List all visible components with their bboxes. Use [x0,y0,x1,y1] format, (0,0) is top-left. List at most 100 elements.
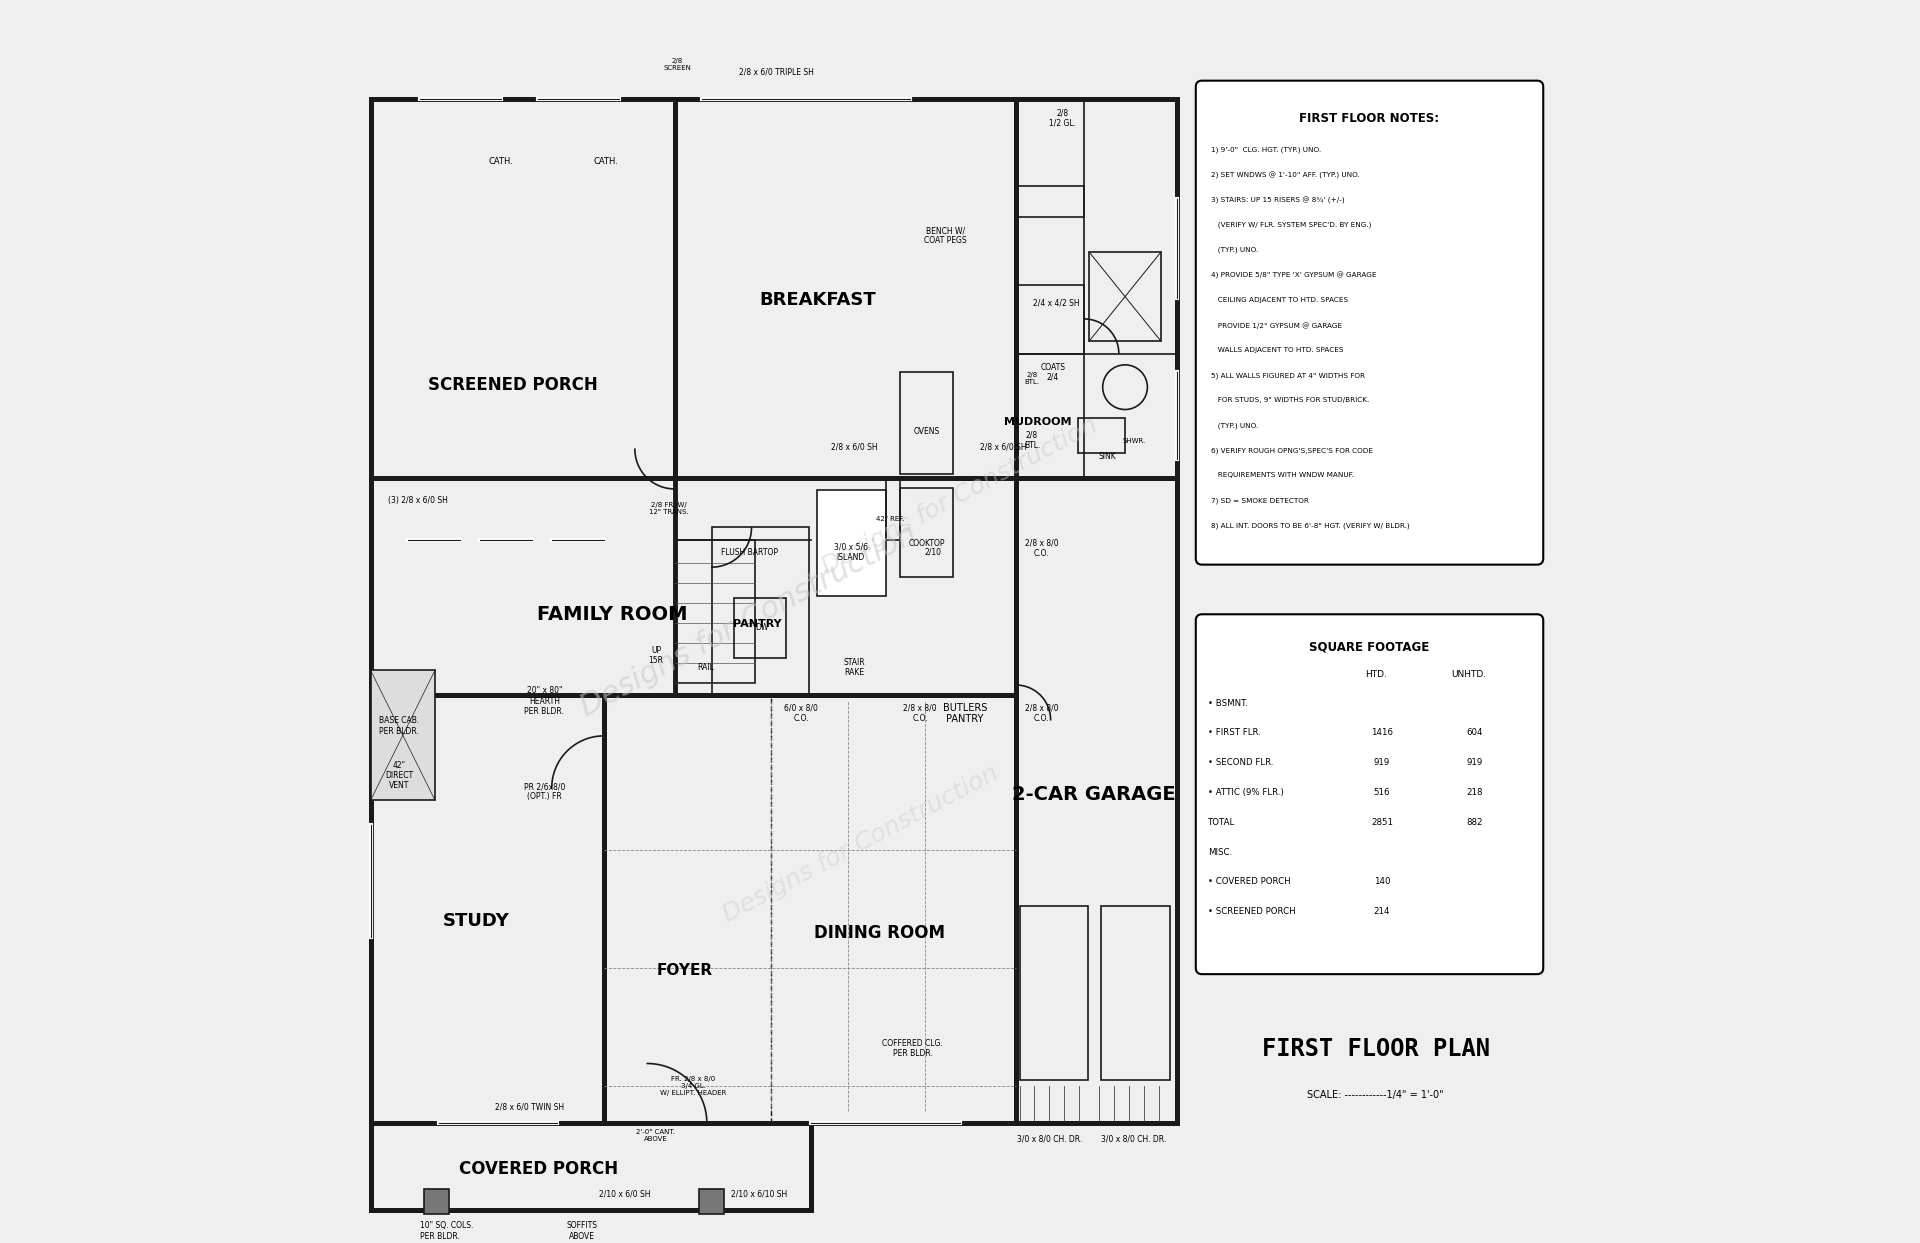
Text: • SCREENED PORCH: • SCREENED PORCH [1208,907,1296,916]
Text: 2/8 x 8/0
C.O.: 2/8 x 8/0 C.O. [1025,538,1058,558]
Text: COFFERED CLG.
PER BLDR.: COFFERED CLG. PER BLDR. [883,1039,943,1058]
Text: Designs for Construction: Designs for Construction [818,414,1102,579]
Text: 218: 218 [1467,788,1484,797]
Text: Designs for Construction: Designs for Construction [718,761,1002,927]
Bar [371,477,1177,962]
Text: 2/10 x 6/0 SH: 2/10 x 6/0 SH [599,1190,651,1198]
Bar [605,695,1016,1124]
Text: 919: 919 [1467,758,1482,767]
Bar [1102,906,1169,1080]
Text: 882: 882 [1467,818,1484,827]
Text: 1) 9'-0"  CLG. HGT. (TYP.) UNO.: 1) 9'-0" CLG. HGT. (TYP.) UNO. [1212,147,1321,153]
Text: 42" REF.: 42" REF. [876,516,904,522]
Text: 2/8
BTL.: 2/8 BTL. [1025,372,1039,385]
Text: SCALE: ------------1/4" = 1'-0": SCALE: ------------1/4" = 1'-0" [1308,1090,1444,1100]
Bar [1089,252,1162,342]
Text: 2/10 x 6/10 SH: 2/10 x 6/10 SH [732,1190,787,1198]
Bar [424,1188,449,1213]
Text: (TYP.) UNO.: (TYP.) UNO. [1212,246,1258,254]
Text: FIRST FLOOR NOTES:: FIRST FLOOR NOTES: [1300,112,1440,124]
Text: • ATTIC (9% FLR.): • ATTIC (9% FLR.) [1208,788,1284,797]
Text: OVENS: OVENS [914,428,939,436]
Text: MISC.: MISC. [1208,848,1233,856]
Text: CATH.: CATH. [593,157,618,165]
Text: 5) ALL WALLS FIGURED AT 4" WIDTHS FOR: 5) ALL WALLS FIGURED AT 4" WIDTHS FOR [1212,372,1365,379]
Text: PR 2/6x8/0
(OPT.) FR: PR 2/6x8/0 (OPT.) FR [524,782,564,802]
Bar [371,695,605,1124]
Text: 2/8 x 8/0
C.O.: 2/8 x 8/0 C.O. [904,704,937,723]
Text: (3) 2/8 x 6/0 SH: (3) 2/8 x 6/0 SH [388,496,447,505]
Text: • FIRST FLR.: • FIRST FLR. [1208,728,1261,737]
Text: BASE CAB.
PER BLDR.: BASE CAB. PER BLDR. [378,716,419,736]
Text: DINING ROOM: DINING ROOM [814,925,945,942]
Text: 604: 604 [1467,728,1484,737]
Text: 7) SD = SMOKE DETECTOR: 7) SD = SMOKE DETECTOR [1212,497,1309,503]
Text: PANTRY: PANTRY [733,619,781,629]
Text: 3/0 x 5/6
ISLAND: 3/0 x 5/6 ISLAND [833,542,868,562]
Text: 42"
DIRECT
VENT: 42" DIRECT VENT [386,761,413,791]
Text: DW: DW [755,624,768,633]
Text: FOYER: FOYER [657,963,712,978]
Text: SCREENED PORCH: SCREENED PORCH [428,375,599,394]
Text: 919: 919 [1375,758,1390,767]
Text: RAIL: RAIL [697,663,714,672]
Text: FOR STUDS, 9" WIDTHS FOR STUD/BRICK.: FOR STUDS, 9" WIDTHS FOR STUD/BRICK. [1212,397,1369,403]
Text: 2/8 x 6/0 TWIN SH: 2/8 x 6/0 TWIN SH [495,1103,564,1111]
Bar [929,695,1016,745]
Text: 6) VERIFY ROUGH OPNG'S,SPEC'S FOR CODE: 6) VERIFY ROUGH OPNG'S,SPEC'S FOR CODE [1212,447,1373,454]
Text: 6/0 x 8/0
C.O.: 6/0 x 8/0 C.O. [783,704,818,723]
Bar [1016,286,1085,354]
Bar [1016,477,1177,1124]
Bar [371,1124,810,1209]
Text: 2/4 x 4/2 SH: 2/4 x 4/2 SH [1033,298,1081,307]
Text: COATS
2/4: COATS 2/4 [1041,363,1066,382]
Bar [699,1188,724,1213]
Text: 1416: 1416 [1371,728,1392,737]
Bar [1016,99,1177,477]
Text: TOTAL: TOTAL [1208,818,1235,827]
Text: COOKTOP: COOKTOP [908,539,945,548]
Text: 2/8 x 8/0
C.O.: 2/8 x 8/0 C.O. [1025,704,1058,723]
Bar [1077,418,1125,452]
Text: FIRST FLOOR PLAN: FIRST FLOOR PLAN [1261,1037,1490,1060]
Text: 2/8
SCREEN: 2/8 SCREEN [662,58,691,71]
Bar [900,373,952,474]
Text: WALLS ADJACENT TO HTD. SPACES: WALLS ADJACENT TO HTD. SPACES [1212,347,1344,353]
Bar [1020,906,1089,1080]
Text: FLUSH BARTOP: FLUSH BARTOP [720,548,778,557]
Bar [818,490,885,595]
Text: 2/8 FR. W/
12" TRANS.: 2/8 FR. W/ 12" TRANS. [649,502,687,516]
Text: HTD.: HTD. [1365,670,1386,679]
Text: UNHTD.: UNHTD. [1452,670,1486,679]
Text: STUDY: STUDY [444,912,509,930]
Bar [371,670,436,800]
Text: 4) PROVIDE 5/8" TYPE 'X' GYPSUM @ GARAGE: 4) PROVIDE 5/8" TYPE 'X' GYPSUM @ GARAGE [1212,272,1377,278]
Bar [674,99,1016,477]
Text: CEILING ADJACENT TO HTD. SPACES: CEILING ADJACENT TO HTD. SPACES [1212,297,1348,303]
Text: 2/8 x 6/0 TRIPLE SH: 2/8 x 6/0 TRIPLE SH [739,67,814,77]
Bar [674,99,1016,477]
Text: 2) SET WNDWS @ 1'-10" AFF. (TYP.) UNO.: 2) SET WNDWS @ 1'-10" AFF. (TYP.) UNO. [1212,172,1359,179]
Text: FAMILY ROOM: FAMILY ROOM [538,605,687,624]
Text: 10" SQ. COLS.
PER BLDR.: 10" SQ. COLS. PER BLDR. [420,1222,474,1241]
FancyBboxPatch shape [1196,614,1544,975]
Text: 140: 140 [1373,878,1390,886]
Bar [733,598,787,658]
Text: 2-CAR GARAGE: 2-CAR GARAGE [1012,784,1175,804]
Text: • BSMNT.: • BSMNT. [1208,699,1248,707]
Text: 2/8 x 6/0 SH: 2/8 x 6/0 SH [979,443,1027,451]
Text: SINK: SINK [1098,452,1117,461]
Text: 2/10: 2/10 [924,548,941,557]
Text: CATH.: CATH. [488,157,513,165]
Text: • SECOND FLR.: • SECOND FLR. [1208,758,1273,767]
Text: SHWR.: SHWR. [1121,438,1146,444]
Bar [674,539,755,682]
Bar [371,99,674,539]
Text: Designs for Construction: Designs for Construction [576,520,922,722]
Text: (VERIFY W/ FLR. SYSTEM SPEC'D. BY ENG.): (VERIFY W/ FLR. SYSTEM SPEC'D. BY ENG.) [1212,221,1371,229]
Bar [371,99,674,539]
Text: SQUARE FOOTAGE: SQUARE FOOTAGE [1309,640,1430,654]
Text: 3/0 x 8/0 CH. DR.: 3/0 x 8/0 CH. DR. [1100,1135,1165,1144]
Bar [1016,99,1177,477]
Bar [1016,477,1177,1124]
